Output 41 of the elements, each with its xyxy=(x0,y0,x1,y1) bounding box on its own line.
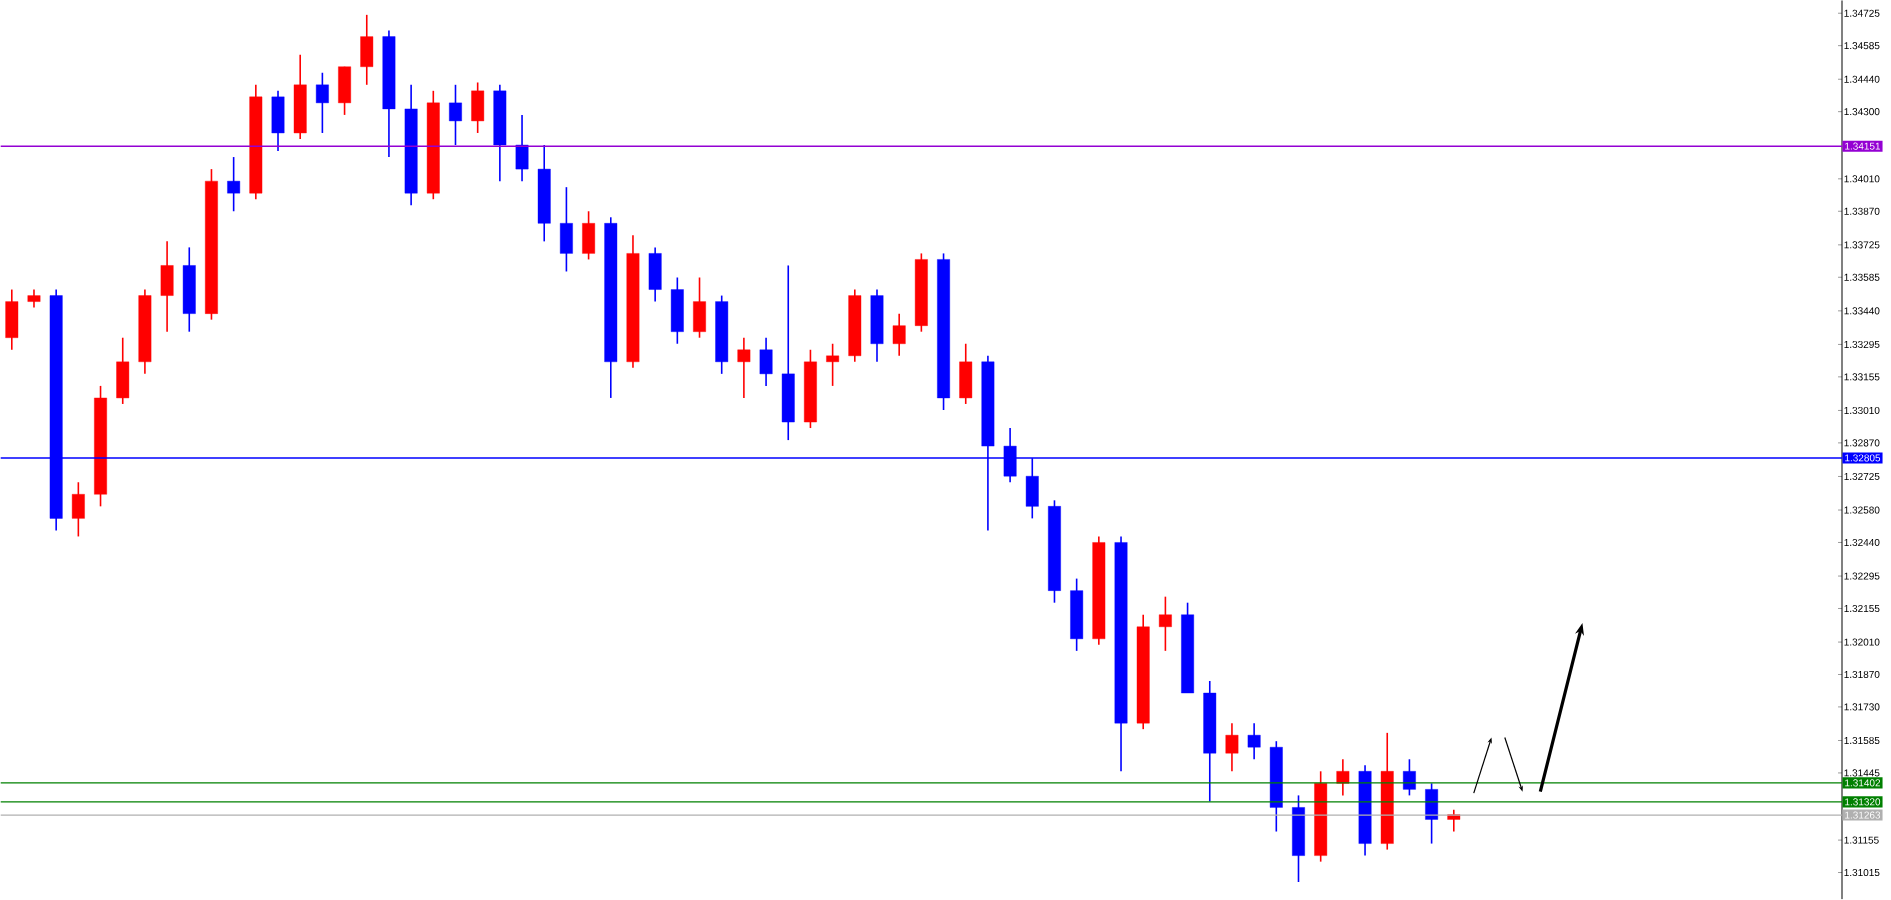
ref-line-label: 1.34151 xyxy=(1845,142,1881,150)
candlestick xyxy=(1158,596,1172,652)
y-tick-label: 1.32870 xyxy=(1844,439,1880,447)
y-tick-label: 1.34585 xyxy=(1844,42,1880,50)
y-tick-label: 1.33440 xyxy=(1844,307,1880,315)
y-tick-label: 1.33295 xyxy=(1844,341,1880,349)
y-tick-label: 1.33155 xyxy=(1844,373,1880,381)
ref-line-label: 1.32805 xyxy=(1845,454,1881,462)
candlestick xyxy=(1403,758,1416,797)
y-tick-label: 1.31730 xyxy=(1844,703,1880,711)
y-tick-label: 1.33725 xyxy=(1844,241,1880,249)
y-tick-label: 1.32725 xyxy=(1844,473,1880,481)
y-tick-label: 1.31155 xyxy=(1844,836,1879,844)
y-tick-label: 1.32155 xyxy=(1844,605,1880,613)
y-tick-label: 1.34725 xyxy=(1844,9,1880,17)
y-tick-label: 1.34010 xyxy=(1844,175,1880,183)
candlestick xyxy=(227,156,241,213)
candlestick xyxy=(27,288,41,309)
y-tick-label: 1.32580 xyxy=(1844,506,1880,514)
candlestick xyxy=(737,337,751,399)
y-tick-label: 1.31015 xyxy=(1844,869,1880,877)
candlestick xyxy=(1247,722,1261,761)
y-tick-label: 1.31585 xyxy=(1844,737,1880,745)
ref-line-label: 1.31402 xyxy=(1845,779,1881,787)
candlestick xyxy=(315,72,329,134)
candlestick xyxy=(449,84,462,146)
y-tick-label: 1.32010 xyxy=(1844,638,1880,646)
y-tick-label: 1.33870 xyxy=(1844,207,1880,215)
candlestick xyxy=(826,343,840,387)
y-tick-label: 1.34440 xyxy=(1844,75,1880,83)
y-tick-label: 1.33010 xyxy=(1844,407,1880,415)
y-tick-label: 1.32440 xyxy=(1844,539,1880,547)
y-tick-label: 1.31870 xyxy=(1844,671,1880,679)
candlestick xyxy=(1225,722,1239,773)
y-tick-label: 1.34300 xyxy=(1844,108,1880,116)
y-tick-label: 1.33585 xyxy=(1844,273,1880,281)
y-tick-label: 1.31445 xyxy=(1844,769,1880,777)
ref-line-label: 1.31263 xyxy=(1845,811,1881,819)
candlestick xyxy=(892,313,906,357)
y-tick-label: 1.32295 xyxy=(1844,572,1880,580)
ref-line-label: 1.31320 xyxy=(1845,798,1881,806)
